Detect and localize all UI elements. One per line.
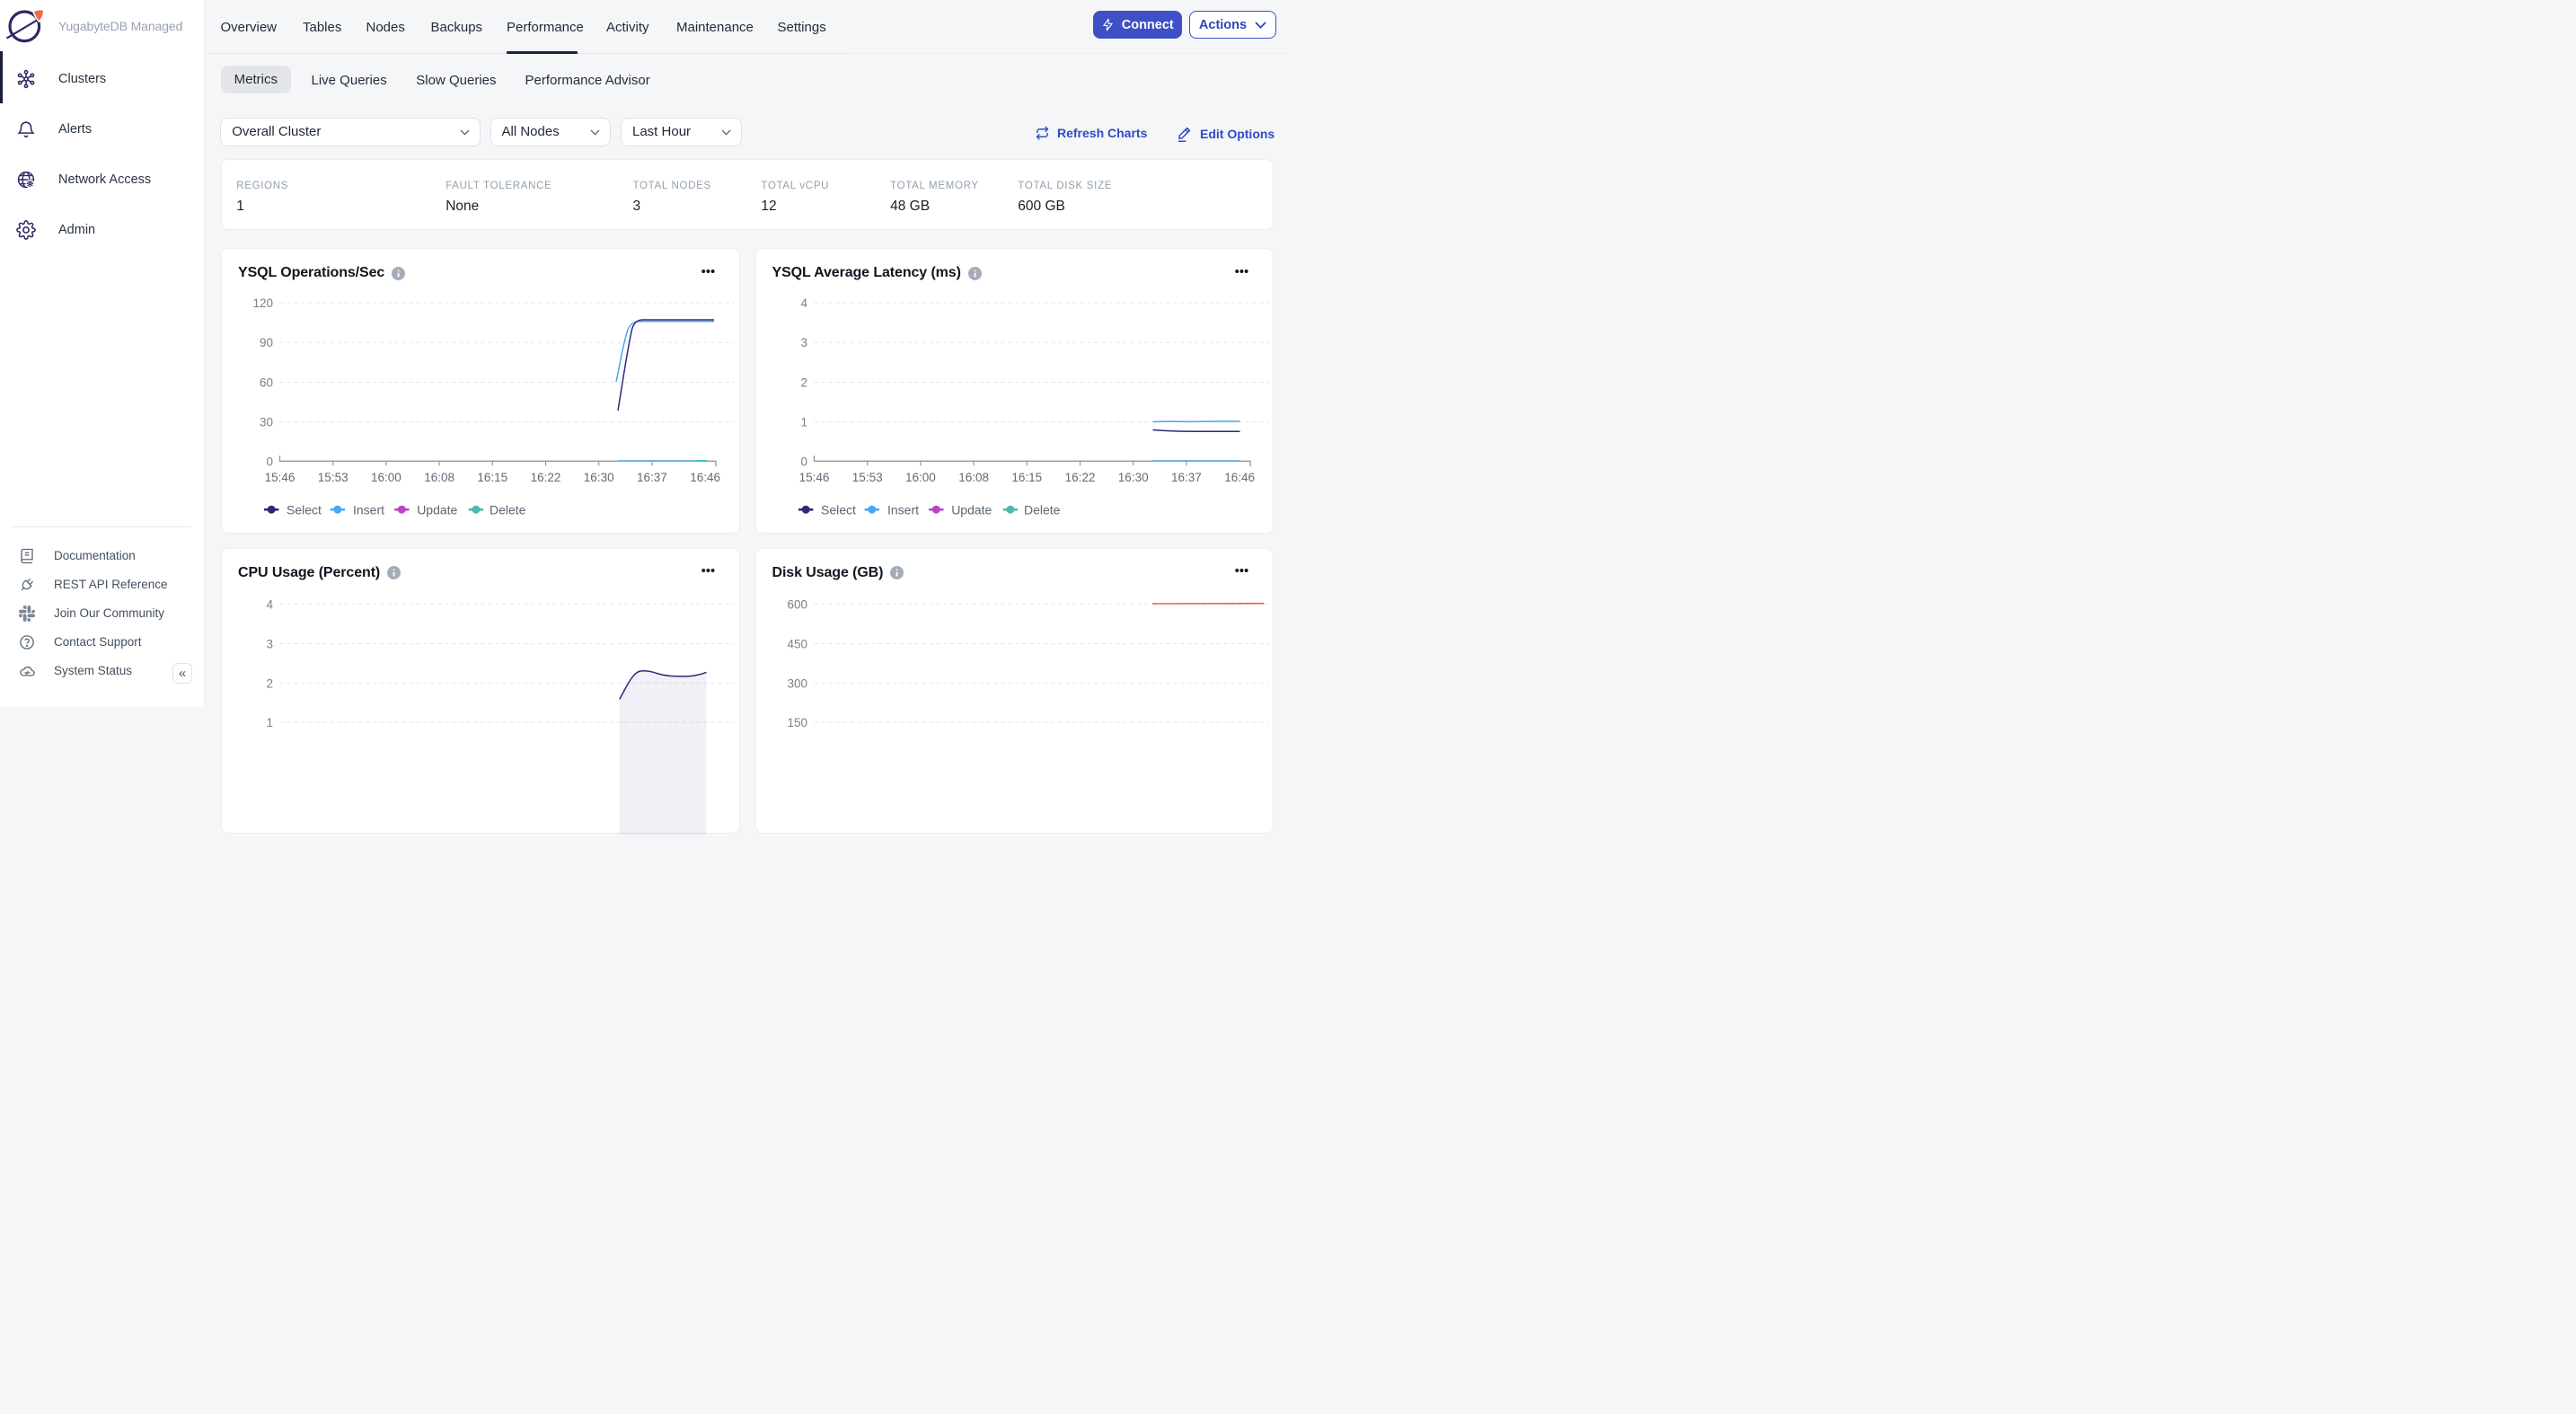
svg-text:0: 0 [266, 455, 273, 468]
svg-text:300: 300 [787, 676, 807, 690]
svg-text:1: 1 [800, 416, 807, 429]
svg-text:16:46: 16:46 [1224, 471, 1255, 484]
svg-text:Update: Update [417, 503, 457, 517]
svg-text:30: 30 [260, 416, 273, 429]
svg-text:16:22: 16:22 [531, 471, 561, 484]
svg-text:16:08: 16:08 [958, 471, 989, 484]
svg-text:4: 4 [266, 597, 273, 611]
svg-text:Delete: Delete [1024, 503, 1061, 517]
svg-text:15:46: 15:46 [798, 471, 829, 484]
svg-text:16:46: 16:46 [690, 471, 720, 484]
svg-text:16:08: 16:08 [424, 471, 454, 484]
svg-text:16:00: 16:00 [905, 471, 936, 484]
svg-text:3: 3 [266, 637, 273, 650]
svg-text:4: 4 [800, 296, 807, 310]
svg-text:16:00: 16:00 [371, 471, 401, 484]
svg-text:120: 120 [252, 296, 273, 310]
svg-text:450: 450 [787, 637, 807, 650]
svg-text:60: 60 [260, 376, 273, 390]
svg-text:15:53: 15:53 [318, 471, 348, 484]
svg-text:Delete: Delete [490, 503, 526, 517]
svg-text:16:22: 16:22 [1064, 471, 1095, 484]
svg-text:3: 3 [800, 336, 807, 349]
svg-text:600: 600 [787, 597, 807, 611]
svg-text:16:15: 16:15 [1011, 471, 1042, 484]
svg-text:Select: Select [287, 503, 322, 517]
svg-text:15:53: 15:53 [851, 471, 882, 484]
svg-text:Select: Select [821, 503, 856, 517]
svg-text:1: 1 [266, 716, 273, 729]
svg-text:150: 150 [787, 716, 807, 729]
svg-text:Insert: Insert [887, 503, 919, 517]
svg-text:16:30: 16:30 [584, 471, 614, 484]
svg-text:2: 2 [266, 676, 273, 690]
svg-text:16:15: 16:15 [477, 471, 507, 484]
svg-text:16:37: 16:37 [1171, 471, 1202, 484]
svg-text:0: 0 [800, 455, 807, 468]
svg-text:90: 90 [260, 336, 273, 349]
svg-text:16:37: 16:37 [637, 471, 667, 484]
svg-text:Update: Update [951, 503, 992, 517]
svg-text:2: 2 [800, 376, 807, 390]
svg-text:Insert: Insert [353, 503, 384, 517]
svg-text:16:30: 16:30 [1117, 471, 1148, 484]
svg-text:15:46: 15:46 [265, 471, 296, 484]
